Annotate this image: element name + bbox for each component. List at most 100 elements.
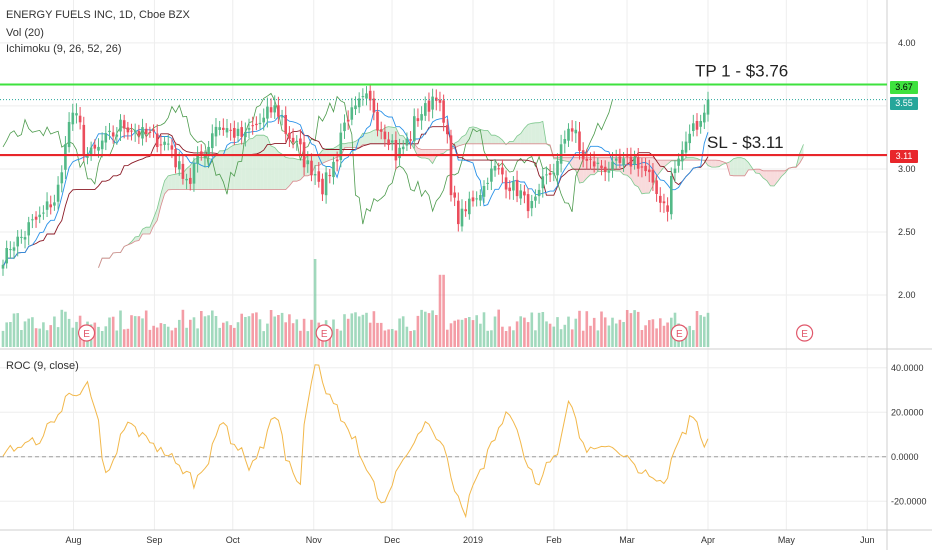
volume-bar	[277, 315, 280, 347]
volume-bar	[438, 274, 442, 347]
candle-body	[424, 103, 427, 116]
ichimoku-cloud-segment	[256, 135, 261, 190]
volume-bar	[203, 316, 207, 347]
candle-body	[420, 114, 423, 121]
candle-body	[629, 156, 633, 167]
volume-bar	[155, 327, 159, 347]
candle-body	[1, 264, 5, 269]
candle-body	[486, 182, 489, 184]
volume-bar	[97, 326, 100, 347]
ichimoku-cloud-segment	[715, 160, 720, 168]
volume-bar	[648, 320, 651, 347]
volume-bar	[170, 330, 174, 347]
candle-body	[214, 126, 218, 137]
ichimoku-cloud-segment	[135, 236, 139, 242]
candle-body	[563, 139, 567, 144]
ichimoku-cloud-segment	[733, 157, 738, 176]
ichimoku-cloud-segment	[293, 158, 297, 182]
candle-body	[365, 93, 368, 99]
ichimoku-cloud-segment	[289, 158, 294, 186]
ichimoku-cloud-segment	[274, 147, 279, 190]
ichimoku-cloud-segment	[377, 129, 382, 144]
volume-bar	[181, 309, 185, 347]
ichimoku-cloud-segment	[223, 149, 227, 190]
volume-bar	[416, 315, 420, 347]
ichimoku-cloud-segment	[535, 122, 540, 144]
candle-body	[251, 125, 254, 127]
volume-bar	[20, 330, 23, 347]
candle-body	[659, 195, 662, 203]
candle-body	[277, 105, 280, 117]
ichimoku-cloud-segment	[579, 157, 584, 183]
volume-bar	[453, 320, 456, 347]
candle-body	[225, 128, 229, 133]
volume-bar	[31, 317, 34, 347]
candle-body	[53, 202, 56, 206]
volume-bar	[420, 309, 423, 347]
roc-line	[2, 364, 709, 519]
ichimoku-cloud-segment	[197, 157, 202, 190]
ichimoku-cloud-segment	[528, 123, 532, 144]
ichimoku-cloud-segment	[230, 144, 235, 190]
ichimoku-cloud-segment	[370, 130, 374, 144]
candle-body	[189, 177, 192, 184]
candle-body	[155, 133, 159, 147]
volume-bar	[383, 330, 387, 347]
candle-body	[34, 216, 38, 220]
volume-bar	[262, 331, 265, 347]
candle-body	[592, 161, 596, 167]
volume-bar	[519, 316, 522, 347]
volume-bar	[398, 318, 401, 347]
candle-body	[23, 237, 27, 240]
candle-body	[31, 219, 34, 221]
candle-body	[229, 129, 232, 131]
volume-bar	[427, 313, 431, 347]
ichimoku-cloud-segment	[777, 170, 782, 182]
candle-body	[218, 127, 221, 130]
volume-bar	[152, 325, 155, 347]
volume-bar	[5, 322, 8, 347]
volume-bar	[332, 319, 335, 347]
earnings-marker	[77, 324, 96, 342]
candle-body	[548, 172, 552, 175]
volume-bar	[144, 310, 148, 347]
volume-bar	[688, 325, 691, 347]
price-axis-label: 3.00	[898, 164, 916, 174]
ichimoku-cloud-segment	[770, 170, 775, 186]
ichimoku-cloud-segment	[138, 229, 143, 241]
volume-bar	[244, 317, 247, 347]
ichimoku-cloud-segment	[395, 127, 400, 144]
roc-axis-label: 40.0000	[891, 363, 924, 373]
earnings-marker-label: E	[801, 329, 808, 340]
candle-body	[405, 138, 409, 146]
volume-bar	[141, 318, 144, 347]
ichimoku-cloud-segment	[737, 157, 742, 176]
volume-bar	[424, 311, 427, 347]
candle-body	[501, 167, 504, 175]
candle-body	[383, 131, 387, 140]
volume-bar	[475, 315, 478, 347]
ichimoku-cloud-segment	[509, 141, 514, 144]
volume-bar	[435, 315, 438, 347]
candle-body	[244, 131, 247, 138]
candle-body	[49, 204, 52, 208]
volume-bar	[636, 311, 640, 347]
volume-bar	[666, 322, 669, 347]
candle-body	[673, 168, 677, 174]
ichimoku-cloud-segment	[491, 135, 496, 144]
earnings-marker-label: E	[676, 329, 683, 340]
volume-bar	[225, 321, 229, 347]
volume-bar	[695, 311, 699, 347]
candle-body	[387, 139, 390, 145]
volume-bar	[607, 325, 611, 347]
ichimoku-cloud-segment	[175, 173, 180, 190]
candle-body	[115, 134, 119, 137]
volume-bar	[596, 330, 600, 347]
candle-body	[163, 141, 166, 145]
earnings-marker	[315, 324, 333, 342]
volume-bar	[163, 324, 166, 347]
volume-bar	[269, 310, 273, 347]
volume-bar	[603, 317, 607, 347]
earnings-marker-label: E	[83, 329, 90, 340]
volume-bar	[446, 329, 449, 347]
